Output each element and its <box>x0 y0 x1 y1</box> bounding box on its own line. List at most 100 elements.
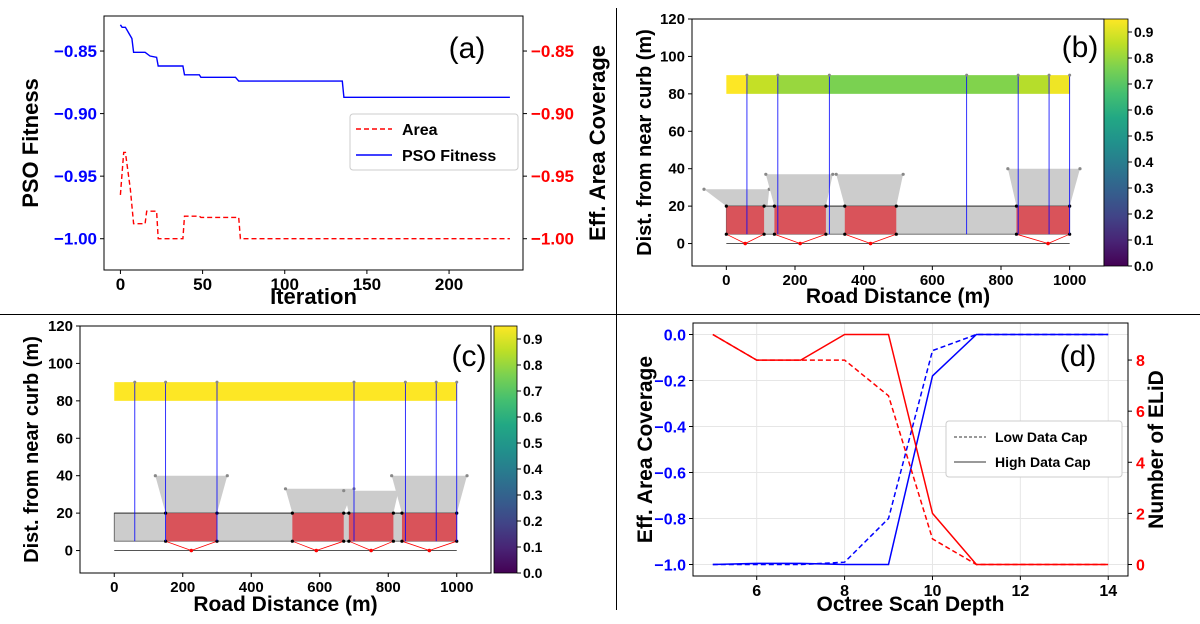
detection-zone <box>348 513 394 542</box>
legend-box <box>349 113 519 171</box>
zone-corner-dot <box>153 474 157 478</box>
x-tick-label: 1000 <box>1053 272 1086 289</box>
corner-dot <box>164 539 168 543</box>
coverage-zone <box>1007 168 1080 207</box>
apex-dot <box>189 548 194 553</box>
bar-segment <box>829 75 967 94</box>
colorbar-tick-label: 0.0 <box>1134 258 1154 274</box>
y-right-tick-label: 0 <box>1136 558 1145 575</box>
beam-line <box>316 540 344 551</box>
apex-dot <box>427 548 432 553</box>
detection-zone <box>726 206 765 235</box>
bar-segment <box>746 75 778 94</box>
sensor-dot <box>1068 73 1072 77</box>
x-tick-label: 600 <box>920 272 945 289</box>
y-tick-label: −0.95 <box>54 167 97 186</box>
sensor-dot <box>965 73 969 77</box>
y-right-tick-label: −1.00 <box>531 230 574 249</box>
zone-corner-dot <box>465 474 469 478</box>
y-tick-label: 60 <box>56 430 73 447</box>
corner-dot <box>762 204 766 208</box>
zone-corner-dot <box>764 172 768 176</box>
y-tick-label: −0.2 <box>654 374 686 391</box>
corner-dot <box>724 204 728 208</box>
x-tick-label: 200 <box>170 579 195 596</box>
legend-label: PSO Fitness <box>402 148 496 165</box>
y-axis-label: Eff. Area Coverage <box>634 356 657 543</box>
corner-dot <box>894 204 898 208</box>
y-tick-label: 0 <box>677 236 685 253</box>
y-tick-label: −0.4 <box>654 420 686 437</box>
panel-c: 0 200 400 600 800 1000 0 20 40 60 80 100 120 0.0 0.1 0.… <box>21 318 543 616</box>
x-tick-label: 0 <box>116 275 125 294</box>
colorbar-tick-label: 0.6 <box>523 409 543 425</box>
detection-zone <box>165 513 217 542</box>
coverage-zone <box>285 488 354 514</box>
panel-d: 6 8 10 12 14 0.0 −0.2 −0.4 −0.6 −0.8 −1.0 0 2 4 6 8 (d) O… <box>634 322 1168 616</box>
series-line-pso-fitness <box>119 24 510 98</box>
x-tick-label: 200 <box>782 272 807 289</box>
bar-segment <box>966 75 1019 94</box>
corner-dot <box>843 232 847 236</box>
y-tick-label: −0.8 <box>654 512 686 529</box>
x-axis-label: Octree Scan Depth <box>817 593 1005 616</box>
colorbar-tick-label: 0.3 <box>1134 180 1154 196</box>
zone-corner-dot <box>225 474 229 478</box>
beam-line <box>429 540 457 551</box>
zone-corner-dot <box>702 187 706 191</box>
y-right-tick-label: 4 <box>1136 455 1145 472</box>
detection-zone <box>844 206 897 235</box>
corner-dot <box>290 539 294 543</box>
detection-zone <box>401 513 457 542</box>
legend-label: Low Data Cap <box>995 429 1088 445</box>
colorbar-tick-label: 0.1 <box>523 539 543 555</box>
coverage-zone <box>704 189 770 207</box>
corner-dot <box>342 511 346 515</box>
colorbar-tick-label: 0.3 <box>523 487 543 503</box>
bar-segment <box>777 75 830 94</box>
sensor-dot <box>434 380 438 384</box>
y-right-tick-label: 6 <box>1136 404 1145 421</box>
corner-dot <box>1014 204 1019 208</box>
apex-dot <box>314 548 319 553</box>
corner-dot <box>824 204 828 208</box>
colorbar-tick-label: 0.0 <box>523 565 543 581</box>
x-tick-label: 10 <box>924 583 942 600</box>
beam-line <box>726 233 746 244</box>
corner-dot <box>824 232 828 236</box>
detection-zone <box>292 513 344 542</box>
x-tick-label: 50 <box>193 275 212 294</box>
corner-dot <box>290 511 294 515</box>
sensor-dot <box>352 380 356 384</box>
y-tick-label: 20 <box>668 198 685 215</box>
x-tick-label: 0 <box>110 579 118 596</box>
beam-line <box>292 540 317 551</box>
bar-segment <box>114 382 457 401</box>
colorbar-tick-label: 0.9 <box>1134 24 1154 40</box>
y-tick-label: 80 <box>668 86 685 103</box>
y-tick-label: 60 <box>668 123 685 140</box>
colorbar <box>1103 18 1129 267</box>
apex-dot <box>798 241 802 246</box>
apex-dot <box>868 241 873 246</box>
sensor-dot <box>745 73 749 77</box>
y-right-axis-label: Eff. Area Coverage <box>585 45 610 241</box>
y-axis-label: PSO Fitness <box>18 78 43 208</box>
apex-dot <box>743 241 748 246</box>
panel-label: (a) <box>449 32 486 65</box>
y-tick-label: −1.0 <box>654 558 686 575</box>
y-tick-label: 80 <box>56 393 73 410</box>
plot-frame <box>692 322 1129 577</box>
y-tick-label: 120 <box>660 11 685 28</box>
zone-corner-dot <box>283 487 288 491</box>
plot-frame <box>79 325 492 574</box>
sensor-dot <box>164 380 168 384</box>
sensor-dot <box>1016 73 1020 77</box>
x-tick-label: 100 <box>271 275 299 294</box>
detection-zone <box>1016 206 1070 235</box>
y-tick-label: −0.90 <box>54 105 97 124</box>
corner-dot <box>391 539 395 543</box>
x-tick-label: 150 <box>353 275 381 294</box>
sensor-dot <box>455 380 459 384</box>
